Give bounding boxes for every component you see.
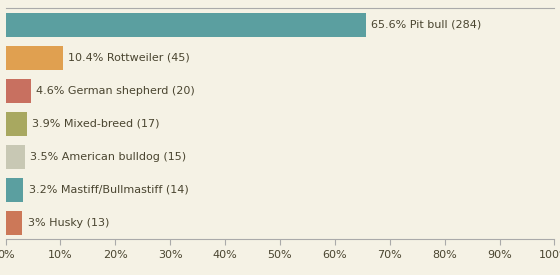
Text: 3.5% American bulldog (15): 3.5% American bulldog (15): [30, 152, 186, 162]
Text: 3% Husky (13): 3% Husky (13): [27, 218, 109, 228]
Text: 3.2% Mastiff/Bullmastiff (14): 3.2% Mastiff/Bullmastiff (14): [29, 185, 188, 195]
Bar: [6, 46, 63, 70]
Bar: [6, 145, 25, 169]
Text: 3.9% Mixed-breed (17): 3.9% Mixed-breed (17): [32, 119, 160, 129]
Text: 10.4% Rottweiler (45): 10.4% Rottweiler (45): [68, 53, 190, 63]
Bar: [6, 211, 22, 235]
Text: 4.6% German shepherd (20): 4.6% German shepherd (20): [36, 86, 195, 96]
Bar: [6, 112, 27, 136]
Bar: [6, 79, 31, 103]
Bar: [6, 13, 366, 37]
Text: 65.6% Pit bull (284): 65.6% Pit bull (284): [371, 20, 482, 30]
Bar: [6, 178, 23, 202]
